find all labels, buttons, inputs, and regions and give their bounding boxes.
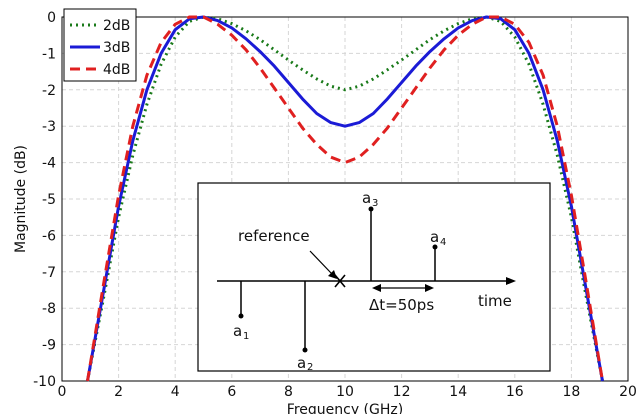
tap-a3-label: a (362, 189, 371, 207)
y-tick-label: -4 (42, 156, 56, 172)
tap-a4-dot (432, 244, 438, 250)
plot-area-frame (61, 16, 629, 382)
x-tick-label: 4 (171, 384, 180, 400)
inset-box (197, 182, 551, 372)
x-tick-label: 14 (449, 384, 467, 400)
tap-a2-dot (302, 347, 308, 353)
tap-a2-subscript: 2 (307, 362, 313, 373)
y-tick-label: -2 (42, 83, 56, 99)
reference-label: reference (238, 227, 310, 245)
y-tick-label: -10 (33, 374, 56, 390)
tap-a2-label: a (297, 354, 306, 372)
x-axis-label: Frequency (GHz) (287, 402, 403, 414)
y-tick-labels: 0 -1 -2 -3 -4 -5 -6 -7 -8 -9 -10 (33, 10, 56, 390)
y-tick-label: -6 (42, 228, 56, 244)
delta-t-arrow-left-head (372, 284, 381, 292)
reference-pointer-head (328, 270, 337, 279)
x-tick-label: 20 (619, 384, 637, 400)
delta-t-arrow-right-head (425, 284, 434, 292)
series-line-4db (86, 15, 604, 382)
tap-a1-label: a (233, 322, 242, 340)
y-tick-label: -8 (42, 301, 56, 317)
x-tick-label: 18 (562, 384, 580, 400)
time-label: time (478, 292, 512, 310)
x-tick-label: 6 (227, 384, 236, 400)
x-tick-label: 8 (284, 384, 293, 400)
tap-a1-dot (238, 313, 244, 319)
y-tick-label: -7 (42, 265, 56, 281)
x-tick-label: 0 (58, 384, 67, 400)
delta-t-label: Δt=50ps (369, 296, 434, 314)
tap-a4-label: a (430, 228, 439, 246)
legend-label-4db: 4dB (103, 62, 130, 78)
y-tick-label: -5 (42, 192, 56, 208)
y-axis-label: Magnitude (dB) (13, 145, 29, 253)
tap-a1-subscript: 1 (243, 331, 249, 342)
legend: 2dB 3dB 4dB (63, 8, 137, 82)
series-line-3db (86, 15, 604, 382)
x-tick-labels: 0 2 4 6 8 10 12 14 16 18 20 (58, 384, 637, 400)
tap-a4-subscript: 4 (440, 237, 446, 248)
x-tick-label: 16 (506, 384, 524, 400)
time-axis-arrowhead (506, 277, 516, 285)
x-tick-label: 12 (393, 384, 411, 400)
reference-cross-icon (334, 274, 346, 288)
reference-pointer (309, 250, 333, 275)
legend-label-3db: 3dB (103, 40, 130, 56)
x-tick-label: 10 (336, 384, 354, 400)
y-tick-label: 0 (47, 10, 56, 26)
series-line-2db (86, 15, 604, 382)
legend-label-2db: 2dB (103, 18, 130, 34)
x-tick-label: 2 (114, 384, 123, 400)
y-tick-label: -3 (42, 119, 56, 135)
tap-a3-subscript: 3 (372, 198, 378, 209)
y-tick-label: -1 (42, 46, 56, 62)
y-tick-label: -9 (42, 338, 56, 354)
tap-a3-dot (368, 206, 374, 212)
inset-diagram: time a 1 a 2 reference a 3 a 4 Δt=5 (197, 182, 551, 373)
series-group (86, 15, 604, 382)
